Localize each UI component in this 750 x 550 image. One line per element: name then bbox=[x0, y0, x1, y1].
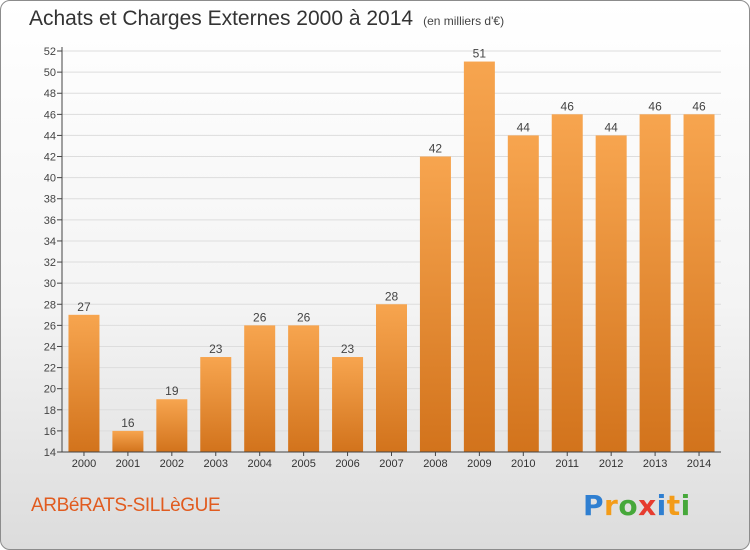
y-tick-label: 32 bbox=[44, 257, 56, 269]
y-tick-label: 20 bbox=[44, 384, 56, 396]
x-tick-label: 2007 bbox=[379, 458, 403, 470]
logo-letter: r bbox=[604, 489, 619, 522]
y-tick-label: 26 bbox=[44, 320, 56, 332]
bar bbox=[156, 399, 188, 452]
x-tick-label: 2000 bbox=[72, 458, 96, 470]
y-tick-label: 18 bbox=[44, 405, 56, 417]
y-tick-label: 52 bbox=[44, 46, 56, 58]
y-tick-label: 28 bbox=[44, 299, 56, 311]
logo-letter: i bbox=[656, 489, 667, 522]
y-tick-label: 48 bbox=[44, 88, 56, 100]
place-name: ARBéRATS-SILLèGUE bbox=[31, 495, 221, 516]
logo-letter: o bbox=[618, 489, 639, 522]
logo-letter: t bbox=[666, 489, 681, 522]
subtitle-text: (en milliers d'€) bbox=[423, 14, 505, 28]
y-tick-label: 40 bbox=[44, 173, 56, 185]
y-tick-label: 46 bbox=[44, 109, 56, 121]
data-label: 42 bbox=[429, 142, 443, 156]
bar bbox=[68, 314, 100, 452]
bar bbox=[639, 114, 671, 452]
bar bbox=[419, 156, 451, 453]
data-label: 23 bbox=[209, 342, 223, 356]
x-tick-label: 2001 bbox=[116, 458, 140, 470]
data-label: 51 bbox=[473, 47, 487, 61]
logo-letter: i bbox=[680, 489, 691, 522]
y-tick-label: 16 bbox=[44, 426, 56, 438]
x-tick-label: 2013 bbox=[643, 458, 667, 470]
bar bbox=[507, 135, 539, 452]
x-tick-label: 2014 bbox=[687, 458, 711, 470]
y-tick-label: 50 bbox=[44, 67, 56, 79]
bar bbox=[244, 325, 276, 452]
y-tick-label: 24 bbox=[44, 341, 56, 353]
data-label: 46 bbox=[692, 99, 706, 113]
bar bbox=[332, 357, 364, 452]
data-label: 26 bbox=[297, 310, 311, 324]
x-tick-label: 2010 bbox=[511, 458, 535, 470]
y-tick-label: 14 bbox=[44, 447, 56, 459]
data-label: 26 bbox=[253, 310, 267, 324]
logo-letter: P bbox=[583, 489, 605, 522]
data-label: 27 bbox=[77, 300, 91, 314]
title-text: Achats et Charges Externes 2000 à 2014 bbox=[29, 7, 414, 30]
x-tick-label: 2008 bbox=[423, 458, 447, 470]
x-tick-label: 2002 bbox=[160, 458, 184, 470]
data-label: 16 bbox=[121, 416, 135, 430]
data-label: 23 bbox=[341, 342, 355, 356]
data-label: 28 bbox=[385, 289, 399, 303]
y-tick-label: 30 bbox=[44, 278, 56, 290]
bar bbox=[595, 135, 627, 452]
data-label: 44 bbox=[604, 120, 618, 134]
x-tick-label: 2006 bbox=[335, 458, 359, 470]
data-label: 44 bbox=[517, 120, 531, 134]
x-tick-label: 2004 bbox=[247, 458, 271, 470]
data-label: 46 bbox=[561, 99, 575, 113]
bar-series: 27 16 19 23 26 26 23 28 42 51 44 46 44 46 46 bbox=[68, 47, 715, 453]
bar bbox=[112, 430, 144, 452]
x-tick-label: 2003 bbox=[204, 458, 228, 470]
data-label: 19 bbox=[165, 384, 179, 398]
bar bbox=[683, 114, 715, 452]
y-tick-label: 22 bbox=[44, 363, 56, 375]
y-tick-label: 44 bbox=[44, 130, 56, 142]
x-tick-label: 2005 bbox=[291, 458, 315, 470]
bar bbox=[200, 357, 232, 452]
data-label: 46 bbox=[648, 99, 662, 113]
y-tick-label: 34 bbox=[44, 236, 56, 248]
y-tick-label: 38 bbox=[44, 194, 56, 206]
bar bbox=[551, 114, 583, 452]
bar bbox=[463, 61, 495, 452]
bar bbox=[288, 325, 320, 452]
x-tick-label: 2012 bbox=[599, 458, 623, 470]
proxiti-logo: Proxiti bbox=[583, 489, 691, 522]
bar bbox=[376, 304, 407, 452]
y-tick-label: 42 bbox=[44, 152, 56, 164]
axes: 14 16 18 20 22 24 26 28 30 32 34 36 38 40 42 44 46 48 50 52… bbox=[44, 46, 721, 470]
x-tick-label: 2011 bbox=[555, 458, 579, 470]
logo-letter: x bbox=[638, 489, 657, 522]
x-tick-label: 2009 bbox=[467, 458, 491, 470]
y-tick-label: 36 bbox=[44, 215, 56, 227]
chart-title: Achats et Charges Externes 2000 à 2014 (e… bbox=[29, 7, 504, 31]
